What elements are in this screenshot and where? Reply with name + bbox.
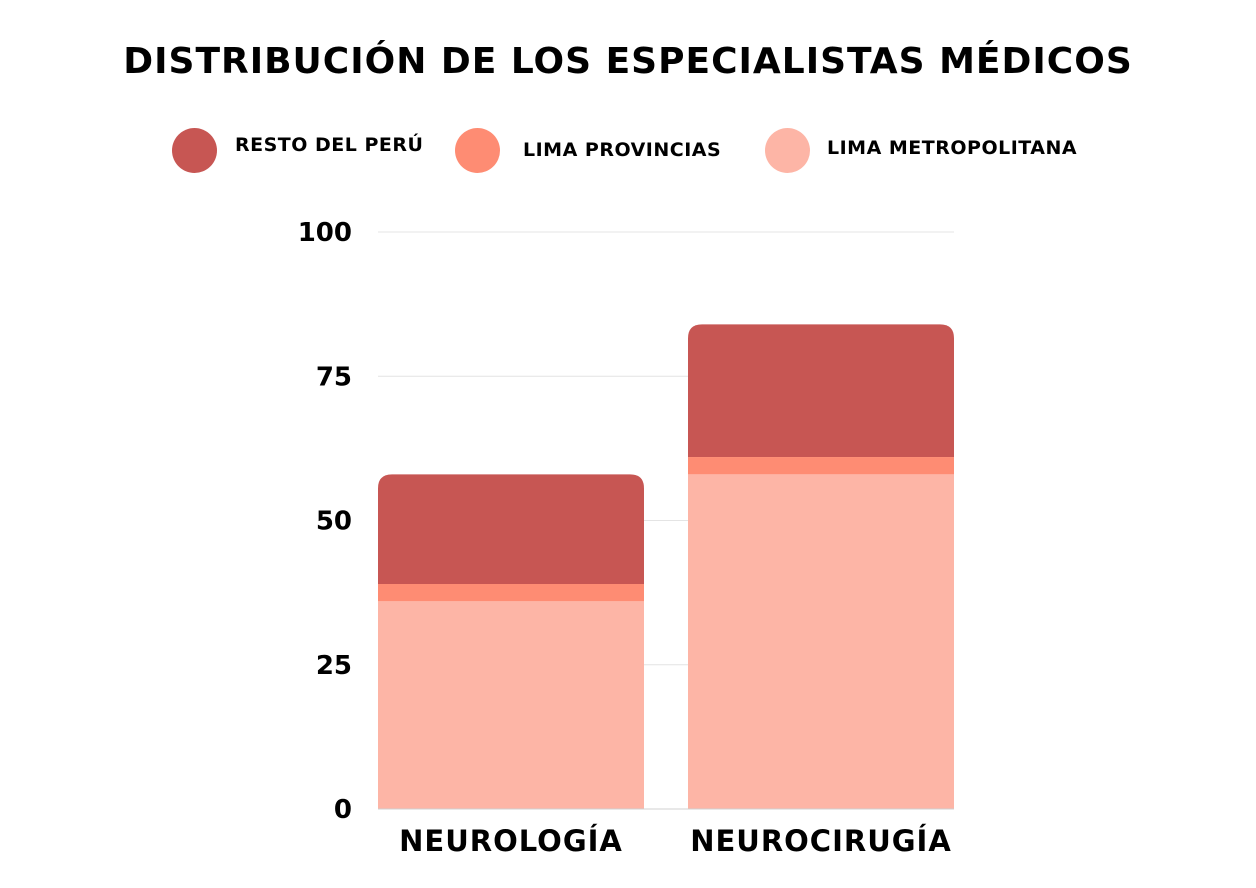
chart-title: DISTRIBUCIÓN DE LOS ESPECIALISTAS MÉDICO… [123, 41, 1133, 82]
legend-label-lima-metropolitana: LIMA METROPOLITANA [827, 137, 1078, 159]
legend-label-lima-provincias: LIMA PROVINCIAS [523, 139, 722, 161]
y-tick-label-50: 50 [316, 507, 352, 537]
bar-segment-neurocirug-a-lima-provincias [688, 457, 954, 475]
y-tick-label-0: 0 [334, 795, 352, 825]
bar-segment-neurolog-a-lima-provincias [378, 583, 644, 602]
bar-segment-neurocirug-a-resto-del-per- [688, 324, 954, 458]
bar-segment-neurolog-a-lima-metropolitana [378, 601, 644, 809]
legend-label-resto-del-peru: RESTO DEL PERÚ [235, 134, 424, 156]
legend: RESTO DEL PERÚ LIMA PROVINCIAS LIMA METR… [0, 125, 1256, 175]
legend-swatch-lima-metropolitana [765, 128, 810, 173]
y-tick-label-100: 100 [298, 218, 352, 248]
bar-segment-neurolog-a-resto-del-per- [378, 474, 644, 584]
x-tick-label-1: NEUROCIRUGÍA [690, 824, 952, 858]
y-tick-label-75: 75 [316, 362, 352, 392]
legend-swatch-lima-provincias [455, 128, 500, 173]
bar-segment-neurocirug-a-lima-metropolitana [688, 474, 954, 809]
legend-swatch-resto-del-peru [172, 128, 217, 173]
y-tick-label-25: 25 [316, 651, 352, 681]
x-tick-label-0: NEUROLOGÍA [399, 824, 623, 858]
